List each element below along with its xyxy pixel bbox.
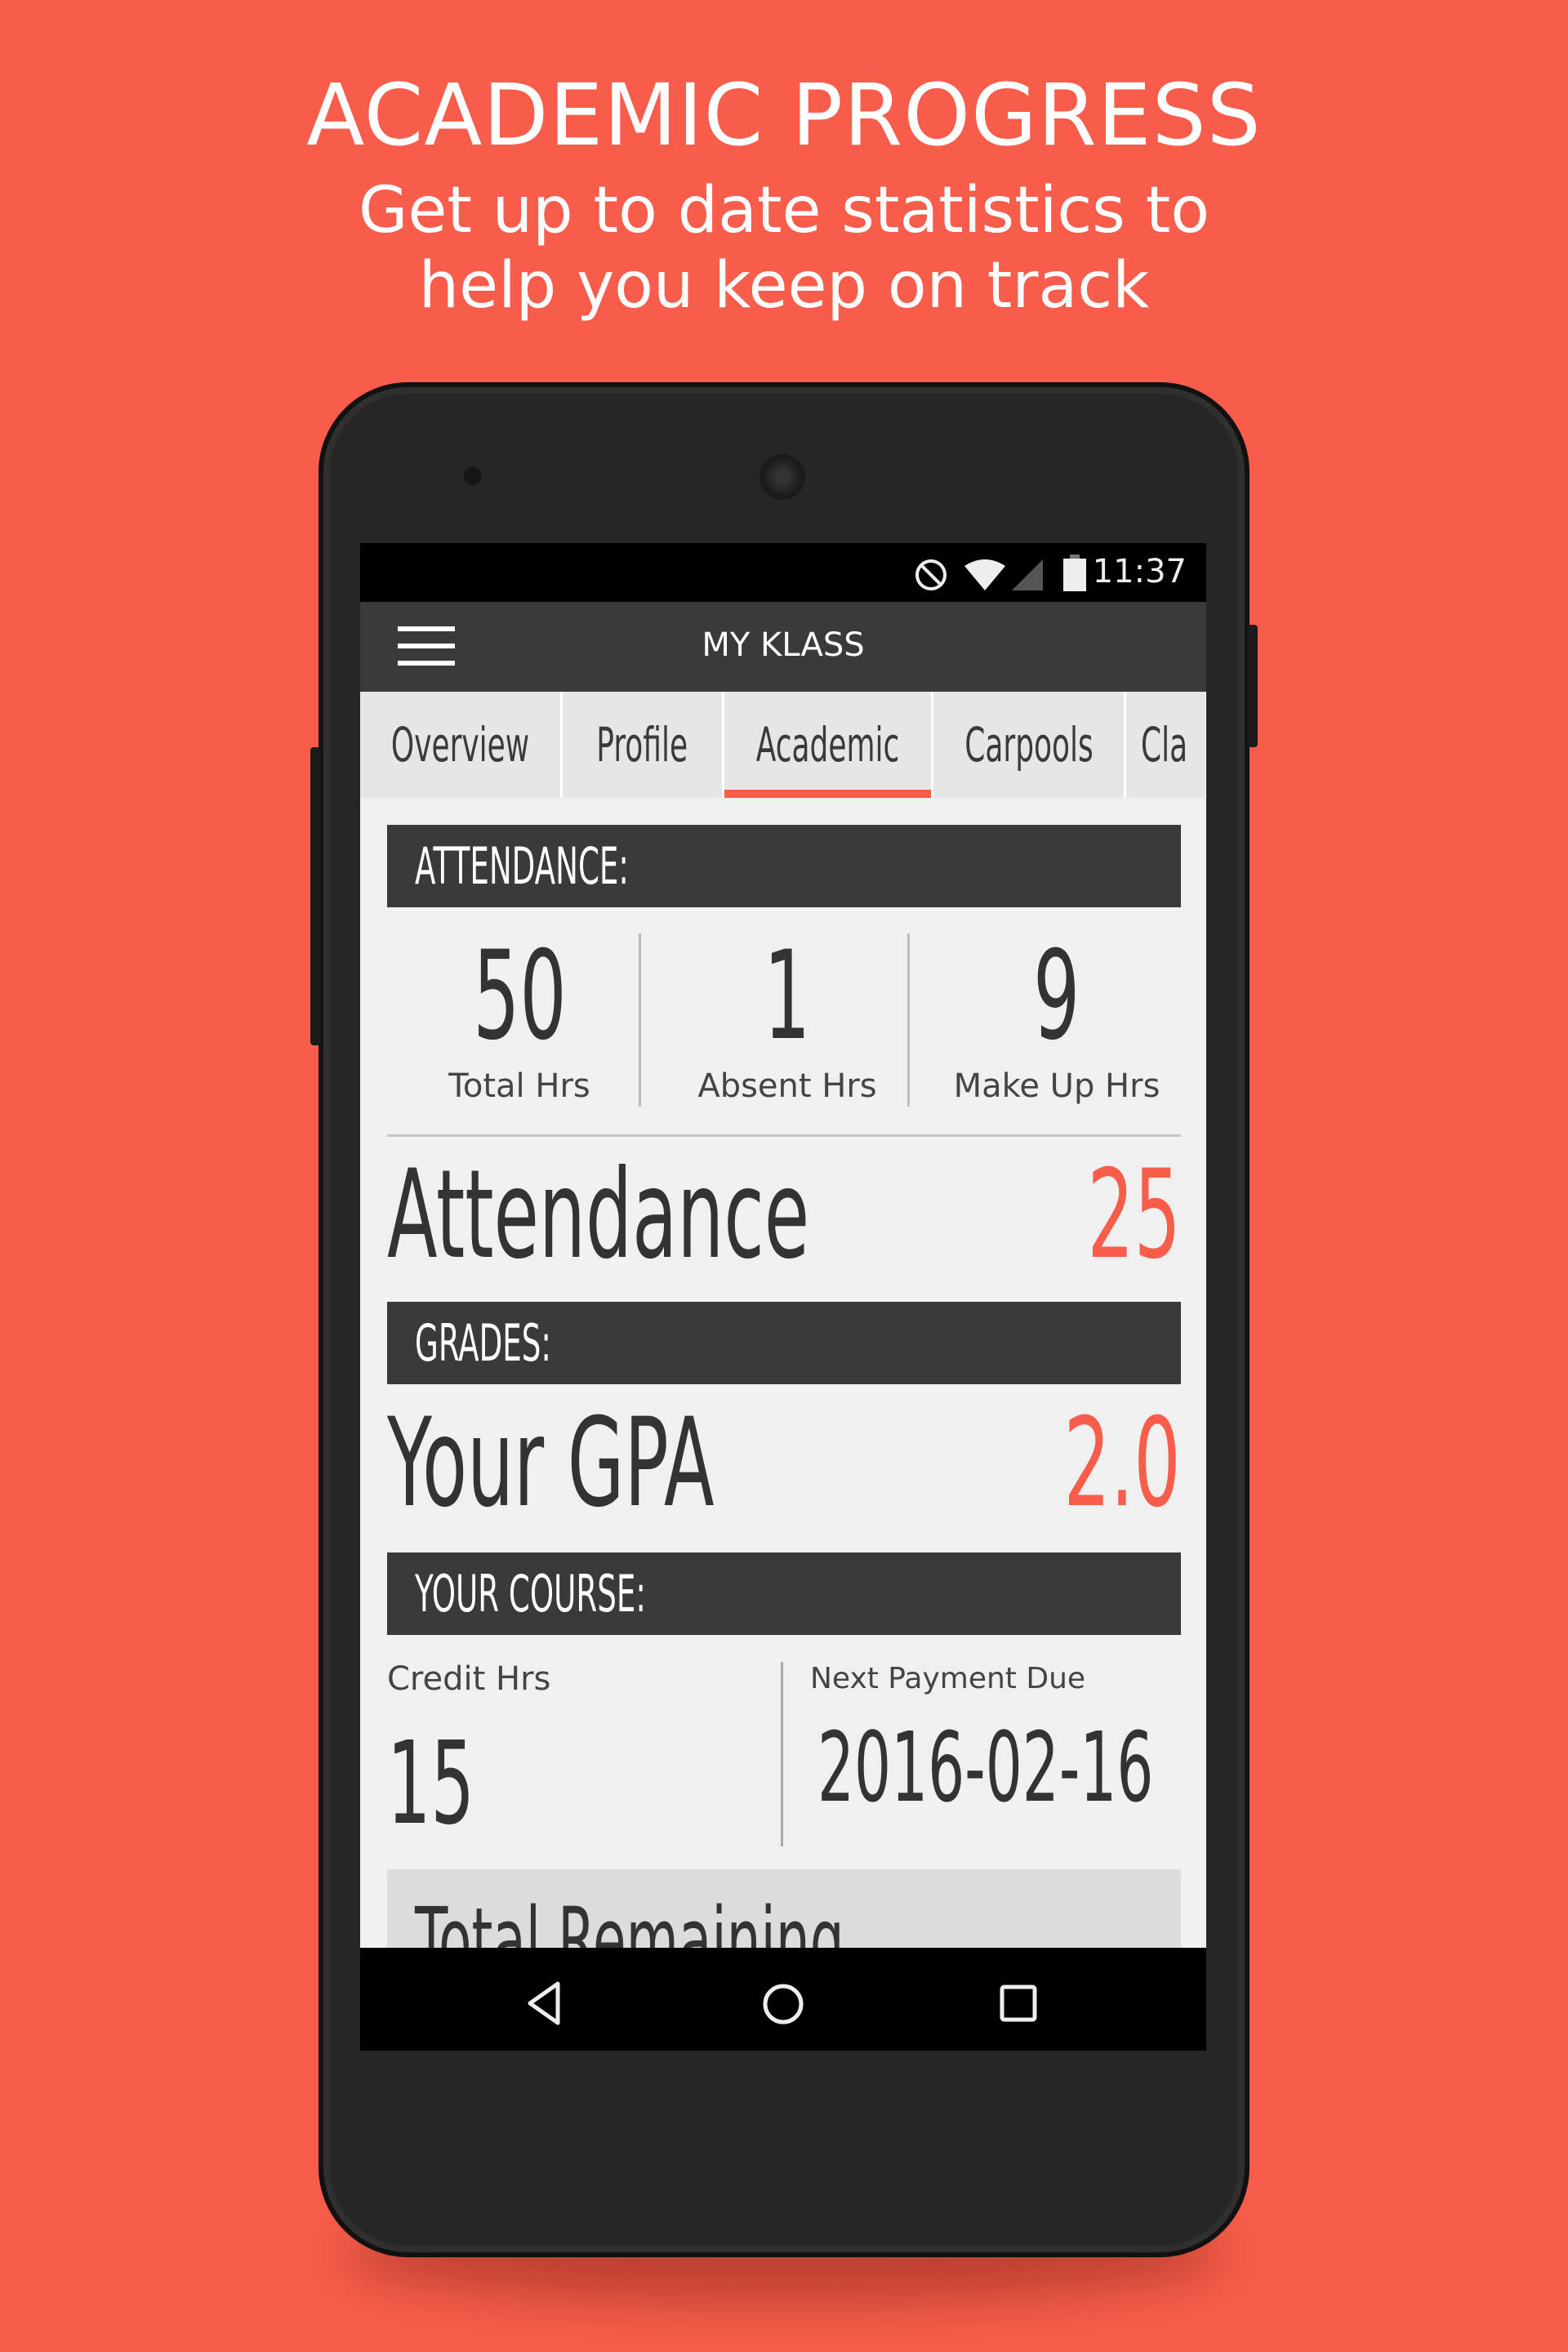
tab-carpools[interactable]: Carpools bbox=[933, 692, 1126, 798]
grades-header: GRADES: bbox=[387, 1302, 1181, 1384]
do-not-disturb-icon bbox=[915, 559, 947, 590]
back-icon[interactable] bbox=[523, 1980, 564, 2026]
hero-subtitle-line2: help you keep on track bbox=[418, 249, 1150, 323]
hamburger-menu-icon[interactable] bbox=[398, 626, 455, 667]
credit-hrs-value: 15 bbox=[387, 1717, 474, 1851]
stat-divider bbox=[639, 933, 641, 1107]
wifi-icon bbox=[964, 559, 1005, 590]
tab-profile[interactable]: Profile bbox=[563, 692, 724, 798]
app-bar: MY KLASS bbox=[360, 602, 1206, 692]
next-payment-label: Next Payment Due bbox=[810, 1662, 1086, 1695]
stat-absent-hrs: 1 Absent Hrs bbox=[697, 925, 877, 1105]
system-nav-bar bbox=[360, 1948, 1206, 2051]
gpa-row: Your GPA 2.0 bbox=[387, 1392, 1181, 1535]
battery-icon bbox=[1063, 555, 1086, 591]
stat-divider bbox=[907, 933, 910, 1107]
home-icon[interactable] bbox=[761, 1982, 805, 2026]
earpiece-speaker bbox=[760, 454, 805, 500]
app-title: MY KLASS bbox=[702, 626, 865, 664]
hero-title: ACADEMIC PROGRESS bbox=[306, 65, 1262, 165]
course-header: YOUR COURSE: bbox=[387, 1552, 1181, 1635]
credit-hrs-label: Credit Hrs bbox=[387, 1660, 551, 1698]
front-camera bbox=[464, 467, 482, 485]
course-divider bbox=[781, 1662, 783, 1846]
tab-bar: Overview Profile Academic Carpools Cla bbox=[360, 692, 1206, 798]
attendance-summary: Attendance 25 bbox=[387, 1144, 1181, 1286]
attendance-header: ATTENDANCE: bbox=[387, 825, 1181, 907]
status-bar: 11:37 bbox=[360, 543, 1206, 602]
signal-icon bbox=[1012, 559, 1043, 590]
next-payment-value: 2016-02-16 bbox=[817, 1711, 1154, 1824]
hero-subtitle-line1: Get up to date statistics to bbox=[358, 174, 1210, 247]
app-screen: 11:37 MY KLASS Overview Profile Academic… bbox=[360, 543, 1206, 2051]
power-button bbox=[1248, 625, 1258, 747]
divider bbox=[387, 1134, 1181, 1137]
tab-academic[interactable]: Academic bbox=[724, 692, 933, 798]
stat-makeup-hrs: 9 Make Up Hrs bbox=[953, 925, 1160, 1105]
volume-button bbox=[310, 747, 320, 1045]
recents-icon[interactable] bbox=[999, 1984, 1038, 2023]
stat-total-hrs: 50 Total Hrs bbox=[448, 925, 590, 1105]
status-time: 11:37 bbox=[1092, 553, 1187, 590]
hero-subtitle: Get up to date statistics to help you ke… bbox=[0, 173, 1568, 323]
tab-overview[interactable]: Overview bbox=[360, 692, 563, 798]
tab-classes[interactable]: Cla bbox=[1126, 692, 1206, 798]
